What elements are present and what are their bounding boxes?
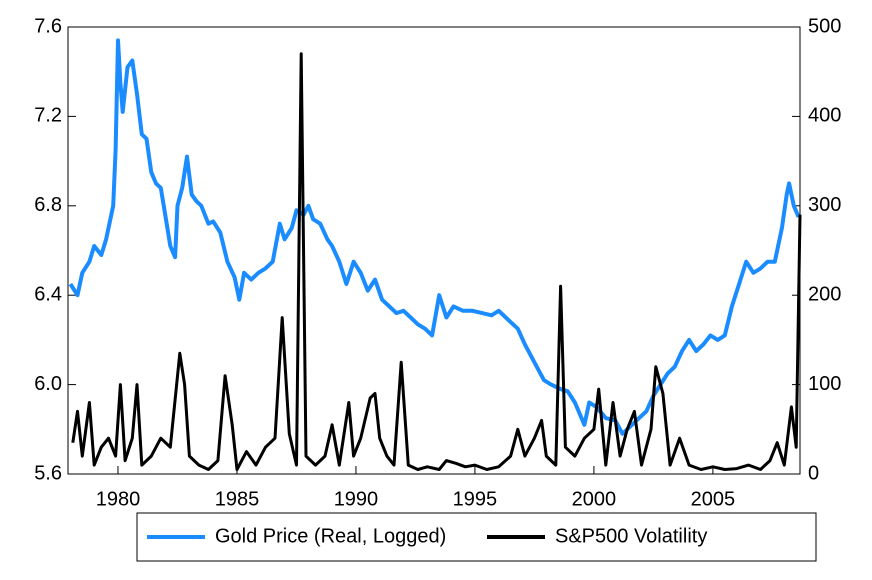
- y-tick-label: 7.6: [34, 15, 62, 37]
- y-tick-label: 5.6: [34, 462, 62, 484]
- y2-tick-label: 0: [808, 462, 819, 484]
- plot-frame: [67, 26, 801, 475]
- x-tick-label: 2000: [572, 488, 617, 510]
- y-tick-label: 6.8: [34, 194, 62, 216]
- y2-tick-label: 300: [808, 194, 841, 216]
- x-tick-label: 1985: [215, 488, 260, 510]
- legend-label: S&P500 Volatility: [555, 525, 707, 547]
- series-line: [68, 38, 801, 436]
- y2-tick-label: 100: [808, 373, 841, 395]
- y2-tick-label: 200: [808, 283, 841, 305]
- y-tick-label: 6.4: [34, 283, 62, 305]
- x-tick-label: 1990: [334, 488, 379, 510]
- y2-tick-label: 400: [808, 105, 841, 127]
- series-line: [71, 52, 802, 471]
- legend-box: [136, 512, 817, 562]
- x-tick-label: 1995: [453, 488, 498, 510]
- x-tick-label: 1980: [96, 488, 141, 510]
- legend-label: Gold Price (Real, Logged): [215, 525, 446, 547]
- x-tick-label: 2005: [691, 488, 736, 510]
- y-tick-label: 6.0: [34, 373, 62, 395]
- y2-tick-label: 500: [808, 15, 841, 37]
- y-tick-label: 7.2: [34, 105, 62, 127]
